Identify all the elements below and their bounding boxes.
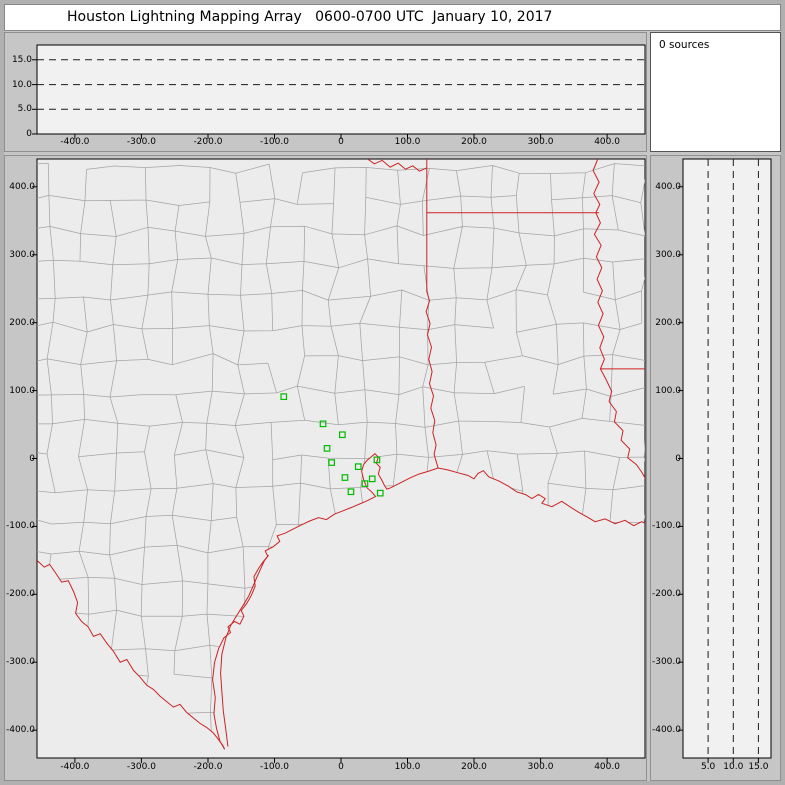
lma-station-marker <box>280 393 288 400</box>
lma-station-marker <box>341 474 349 481</box>
lma-station-marker <box>376 489 384 497</box>
sources-counter-panel: 0 sources <box>650 32 781 152</box>
window-title: Houston Lightning Mapping Array 0600-070… <box>4 4 781 31</box>
altitude-ns-plot[interactable] <box>651 156 780 780</box>
lma-station-marker <box>323 445 331 452</box>
altitude-ew-plot[interactable] <box>5 33 646 151</box>
lma-station-marker <box>368 475 376 483</box>
sources-count-label: 0 sources <box>659 39 710 51</box>
altitude-ew-panel: -400.0 -300.0 -200.0 -100.0 0 100.0 200.0 300.0… <box>4 32 647 152</box>
plan-view-map-panel: -400.0 -300.0 -200.0 -100.0 0 100.0 200.0 300.0… <box>4 155 647 781</box>
lma-station-marker <box>339 431 346 439</box>
lma-station-marker <box>319 420 327 428</box>
altitude-ns-panel: 5.0 10.0 15.0 400.0 300.0 200.0 100.0 0 -100.0 -2… <box>650 155 781 781</box>
lma-station-marker <box>361 480 369 487</box>
lma-station-marker <box>373 456 381 464</box>
lma-station-marker <box>347 488 355 496</box>
lma-station-marker <box>354 463 362 470</box>
plan-view-map-plot[interactable] <box>5 156 646 780</box>
lma-station-marker <box>328 459 335 466</box>
